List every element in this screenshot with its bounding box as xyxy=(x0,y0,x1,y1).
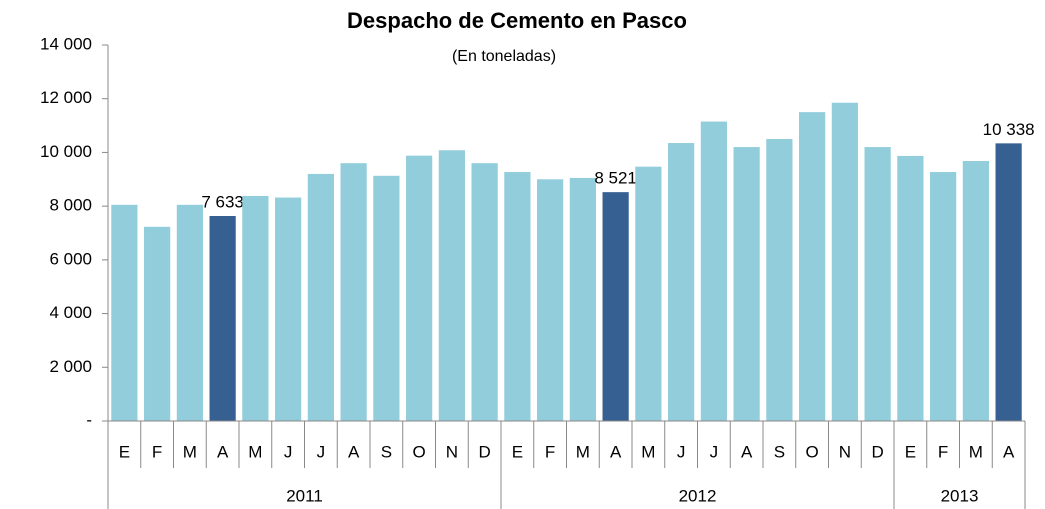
bar xyxy=(373,175,400,421)
value-label: 7 633 xyxy=(201,192,244,211)
x-tick-label: M xyxy=(248,442,262,461)
x-tick-label: J xyxy=(710,442,719,461)
x-tick-label: J xyxy=(284,442,293,461)
x-tick-label: M xyxy=(183,442,197,461)
x-tick-label: N xyxy=(839,442,851,461)
bar xyxy=(275,197,302,421)
group-label: 2013 xyxy=(941,486,979,505)
x-tick-label: E xyxy=(119,442,130,461)
x-tick-label: D xyxy=(478,442,490,461)
bar xyxy=(471,163,498,421)
value-label: 10 338 xyxy=(983,120,1035,139)
y-tick-label: 2 000 xyxy=(49,357,92,376)
bar xyxy=(962,161,989,421)
bar xyxy=(995,143,1022,421)
bar xyxy=(406,155,433,421)
bar xyxy=(700,121,727,422)
y-tick-label: 4 000 xyxy=(49,303,92,322)
bar xyxy=(144,226,171,421)
bar xyxy=(930,172,957,421)
x-tick-label: D xyxy=(871,442,883,461)
y-tick-label: 6 000 xyxy=(49,249,92,268)
bar xyxy=(340,163,367,421)
bar xyxy=(766,139,793,421)
bar xyxy=(831,102,858,421)
bar xyxy=(537,179,564,421)
y-tick-label: 8 000 xyxy=(49,196,92,215)
x-tick-label: E xyxy=(512,442,523,461)
group-label: 2011 xyxy=(286,486,323,505)
x-tick-label: O xyxy=(806,442,819,461)
x-tick-label: M xyxy=(641,442,655,461)
bar xyxy=(176,204,203,421)
bar xyxy=(864,147,891,422)
x-tick-label: S xyxy=(774,442,785,461)
x-tick-label: N xyxy=(446,442,458,461)
x-tick-label: E xyxy=(905,442,916,461)
x-tick-label: J xyxy=(317,442,326,461)
x-tick-label: O xyxy=(413,442,426,461)
x-tick-label: F xyxy=(938,442,948,461)
bar xyxy=(668,143,695,421)
x-tick-label: A xyxy=(217,442,229,461)
bar xyxy=(209,215,236,421)
x-tick-label: F xyxy=(152,442,162,461)
x-tick-label: J xyxy=(677,442,686,461)
y-tick-label: 10 000 xyxy=(40,142,92,161)
x-tick-label: A xyxy=(1003,442,1015,461)
x-tick-label: A xyxy=(348,442,360,461)
bar xyxy=(438,150,465,421)
bar xyxy=(569,177,596,421)
bar xyxy=(635,166,662,421)
group-label: 2012 xyxy=(679,486,717,505)
x-tick-label: A xyxy=(741,442,753,461)
bar xyxy=(504,172,531,421)
bar xyxy=(733,147,760,422)
x-tick-label: M xyxy=(576,442,590,461)
x-tick-label: S xyxy=(381,442,392,461)
y-tick-label: 12 000 xyxy=(40,88,92,107)
y-tick-label: - xyxy=(86,410,92,429)
bar xyxy=(897,155,924,422)
y-tick-label: 14 000 xyxy=(40,34,92,53)
bar xyxy=(307,173,334,421)
value-label: 8 521 xyxy=(594,169,637,188)
x-tick-label: F xyxy=(545,442,555,461)
bar xyxy=(242,195,269,421)
chart-subtitle: (En toneladas) xyxy=(452,48,556,65)
x-tick-label: A xyxy=(610,442,622,461)
chart-title: Despacho de Cemento en Pasco xyxy=(347,8,687,33)
bar xyxy=(602,192,629,421)
bar xyxy=(799,112,826,422)
x-tick-label: M xyxy=(969,442,983,461)
bar xyxy=(111,204,138,421)
